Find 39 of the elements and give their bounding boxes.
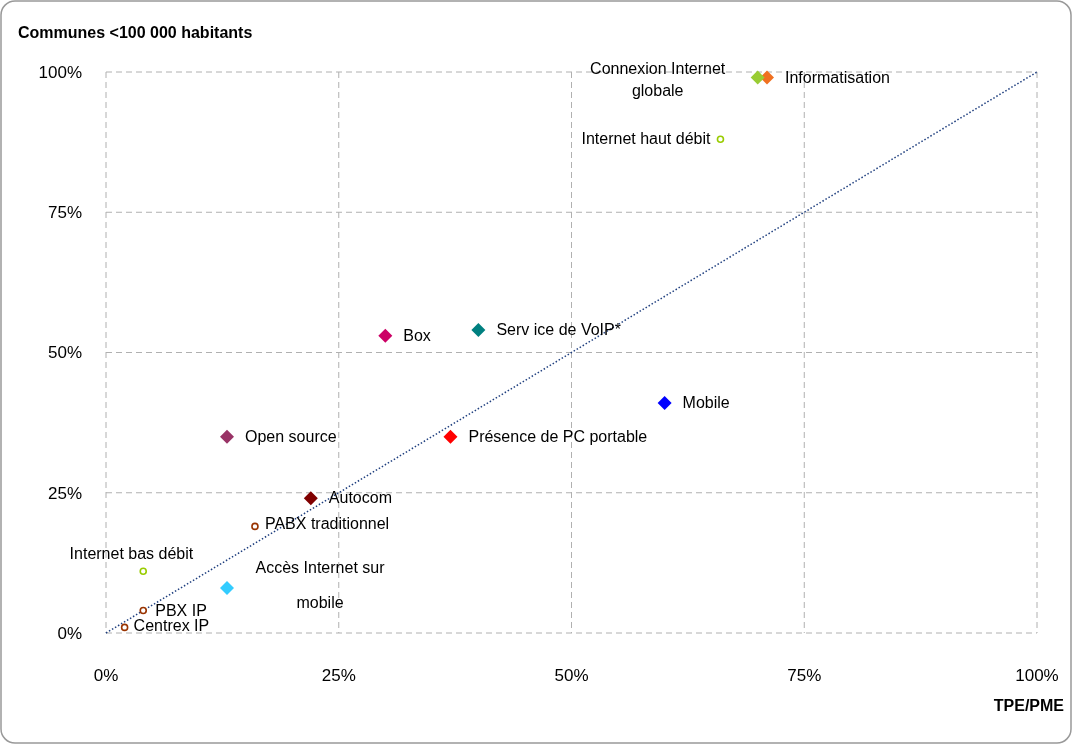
x-tick-label: 50% [554,666,589,685]
point [378,328,393,343]
series-label: Mobile [682,393,730,411]
series-label: Accès Internet sur mobile [255,559,386,612]
y-tick-label: 0% [57,623,82,643]
point [716,135,725,144]
point [220,581,235,596]
series-label: Autocom [328,489,392,507]
series-label: Connexion Internet globale [590,59,726,99]
series-label: Informatisation [785,68,890,86]
point [220,429,235,444]
x-tick-label: 0% [93,666,119,685]
series-label: PABX traditionnel [264,515,390,533]
point [657,395,672,410]
series-label: Serv ice de VoIP* [496,321,621,339]
x-tick-label: 75% [787,666,822,685]
y-tick-label: 25% [47,483,82,503]
y-tick-label: 50% [47,343,82,363]
point [251,522,259,531]
point [139,606,148,615]
point [120,623,129,632]
series-label: Open source [245,427,337,445]
point [750,70,765,85]
series-label: Box [403,326,431,344]
x-tick-label: 100% [1015,666,1059,685]
y-tick-label: 75% [47,203,82,223]
series-label: PBX IP [155,601,207,619]
point [303,491,318,506]
series-label: Internet haut débit [581,130,712,148]
y-tick-label: 100% [38,62,82,82]
x-axis-title: TPE/PME [993,697,1065,714]
point [139,567,148,576]
series-label: Présence de PC portable [468,427,648,445]
y-axis-title: Communes <100 000 habitants [18,24,253,41]
point [471,323,486,338]
series-label: Internet bas débit [69,545,194,563]
point [443,429,458,444]
x-tick-label: 25% [321,666,356,685]
series-label: Centrex IP [133,617,210,635]
